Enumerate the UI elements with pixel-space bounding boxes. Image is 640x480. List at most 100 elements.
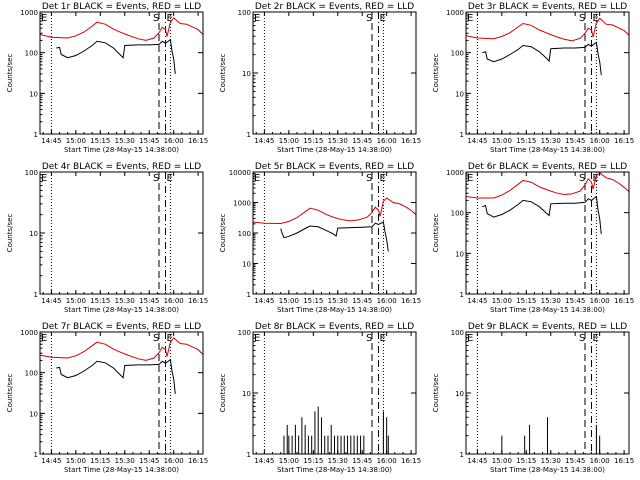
x-tick-label: 15:30	[328, 457, 348, 465]
events-series-line	[280, 221, 389, 252]
x-tick-label: 15:15	[303, 457, 323, 465]
y-tick-label: 1	[460, 451, 464, 459]
x-tick-label: 16:00	[377, 137, 397, 145]
y-tick-label: 1000	[446, 9, 464, 17]
x-tick-label: 16:15	[401, 137, 421, 145]
y-tick-label: 10	[242, 390, 251, 398]
events-series-line	[56, 358, 176, 394]
x-axis-label: Start Time (28-May-15 14:38:00)	[64, 306, 179, 314]
x-tick-label: 15:45	[352, 137, 372, 145]
x-tick-label: 15:45	[139, 137, 159, 145]
y-tick-label: 1000	[20, 329, 38, 337]
x-tick-label: 14:45	[254, 297, 274, 305]
e-marker-label: E	[380, 173, 386, 184]
e-marker-label: E	[467, 173, 473, 184]
x-tick-label: 15:00	[66, 457, 86, 465]
x-tick-label: 14:45	[467, 137, 487, 145]
x-tick-label: 16:15	[614, 297, 634, 305]
x-tick-label: 16:15	[401, 457, 421, 465]
plot-frame	[252, 11, 417, 135]
lld-series-line	[39, 17, 204, 41]
events-series-line	[56, 38, 176, 74]
panel-title: Det 9r BLACK = Events, RED = LLD	[468, 322, 627, 332]
x-tick-label: 16:00	[377, 457, 397, 465]
x-tick-label: 15:15	[90, 137, 110, 145]
events-series-line	[482, 195, 602, 234]
plot-frame	[252, 171, 417, 295]
panel-title: Det 2r BLACK = Events, RED = LLD	[255, 2, 414, 12]
x-tick-label: 16:00	[164, 297, 184, 305]
x-tick-label: 15:45	[139, 457, 159, 465]
x-tick-label: 16:15	[188, 297, 208, 305]
e-marker-label: E	[593, 333, 599, 344]
s-marker-label: S	[366, 333, 372, 344]
x-tick-label: 15:00	[279, 137, 299, 145]
x-tick-label: 15:15	[516, 297, 536, 305]
x-tick-label: 16:00	[590, 297, 610, 305]
x-tick-label: 15:30	[541, 457, 561, 465]
y-tick-label: 1	[247, 131, 251, 139]
e-marker-label: E	[380, 333, 386, 344]
e-marker-label: E	[380, 13, 386, 24]
y-axis-label: Counts/sec	[219, 214, 227, 253]
x-tick-label: 15:00	[66, 137, 86, 145]
x-tick-label: 15:15	[516, 457, 536, 465]
plot-frame	[39, 171, 204, 295]
y-tick-label: 100	[451, 50, 464, 58]
y-tick-label: 1	[247, 451, 251, 459]
x-axis-label: Start Time (28-May-15 14:38:00)	[490, 146, 605, 154]
x-tick-label: 15:45	[565, 137, 585, 145]
plot-frame	[39, 11, 204, 135]
x-tick-label: 14:45	[467, 457, 487, 465]
x-tick-label: 15:30	[115, 297, 135, 305]
y-tick-label: 10	[455, 90, 464, 98]
s-marker-label: S	[579, 13, 585, 24]
y-tick-label: 10	[242, 70, 251, 78]
y-tick-label: 1	[460, 291, 464, 299]
x-axis-label: Start Time (28-May-15 14:38:00)	[64, 146, 179, 154]
x-tick-label: 15:45	[565, 457, 585, 465]
x-tick-label: 15:45	[352, 297, 372, 305]
y-tick-label: 10	[455, 250, 464, 258]
e-marker-label: E	[41, 13, 47, 24]
s-marker-label: S	[366, 173, 372, 184]
x-tick-label: 16:15	[401, 297, 421, 305]
e-marker-label: E	[593, 13, 599, 24]
y-axis-label: Counts/sec	[6, 54, 14, 93]
x-tick-label: 15:15	[516, 137, 536, 145]
y-axis-label: Counts/sec	[432, 374, 440, 413]
x-tick-label: 15:30	[115, 137, 135, 145]
x-tick-label: 14:45	[41, 457, 61, 465]
x-tick-label: 14:45	[467, 297, 487, 305]
e-marker-label: E	[167, 173, 173, 184]
x-tick-label: 15:30	[541, 297, 561, 305]
s-marker-label: S	[153, 333, 159, 344]
s-marker-label: S	[579, 333, 585, 344]
x-axis-label: Start Time (28-May-15 14:38:00)	[277, 306, 392, 314]
plot-frame	[465, 11, 630, 135]
y-axis-label: Counts/sec	[6, 214, 14, 253]
y-tick-label: 1	[34, 451, 38, 459]
panel-title: Det 8r BLACK = Events, RED = LLD	[255, 322, 414, 332]
y-tick-label: 1	[247, 291, 251, 299]
x-tick-label: 15:15	[90, 457, 110, 465]
x-tick-label: 14:45	[41, 137, 61, 145]
y-tick-label: 1000	[446, 169, 464, 177]
x-tick-label: 15:00	[279, 457, 299, 465]
x-tick-label: 15:30	[115, 457, 135, 465]
y-tick-label: 100	[451, 329, 464, 337]
y-tick-label: 1	[34, 131, 38, 139]
y-tick-label: 1	[460, 131, 464, 139]
s-marker-label: S	[579, 173, 585, 184]
panel-title: Det 3r BLACK = Events, RED = LLD	[468, 2, 627, 12]
y-tick-label: 10	[29, 90, 38, 98]
e-marker-label: E	[41, 333, 47, 344]
x-tick-label: 16:15	[188, 457, 208, 465]
x-tick-label: 16:15	[188, 137, 208, 145]
x-tick-label: 16:00	[590, 137, 610, 145]
panel-title: Det 5r BLACK = Events, RED = LLD	[255, 162, 414, 172]
y-axis-label: Counts/sec	[219, 54, 227, 93]
